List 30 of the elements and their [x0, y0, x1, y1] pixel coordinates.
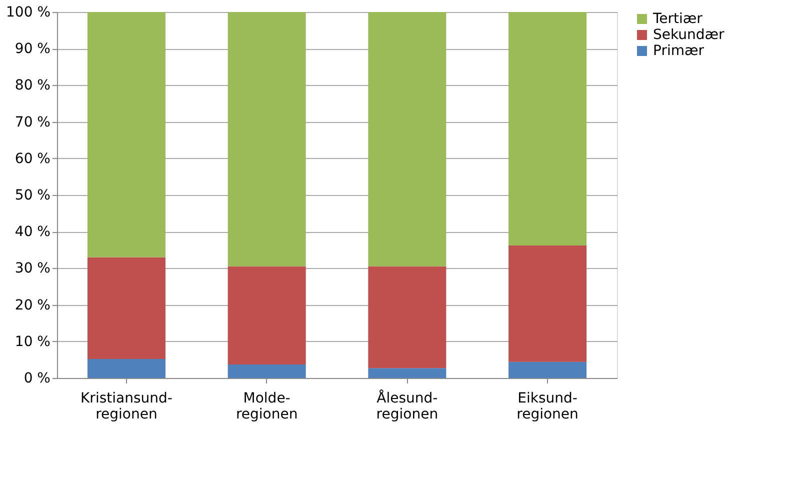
bar [508, 362, 587, 378]
y-tick-label: 30 % [14, 260, 50, 277]
bar [87, 12, 166, 258]
y-tick-label: 20 % [14, 297, 50, 314]
x-tick-label: Molde-regionen [236, 390, 298, 422]
x-tick-label: Eiksund-regionen [516, 390, 578, 422]
y-tick-label: 60 % [14, 150, 50, 167]
x-tick-label: Ålesund-regionen [376, 390, 438, 422]
bar [87, 257, 166, 359]
x-tick-label: Kristiansund-regionen [80, 390, 172, 422]
y-tick-label: 100 % [6, 4, 50, 20]
bar [368, 266, 446, 368]
bar [87, 358, 166, 378]
y-tick-label: 10 % [14, 334, 50, 350]
y-tick-label: 0 % [24, 370, 50, 386]
y-tick-label: 70 % [14, 114, 50, 130]
legend-label: Primær [653, 43, 704, 59]
legend-label: Sekundær [653, 27, 725, 43]
legend-label: Tertiær [652, 11, 703, 27]
y-tick-label: 80 % [14, 78, 50, 94]
bar [508, 12, 587, 246]
bar [228, 364, 306, 378]
bar [228, 266, 306, 364]
bar [508, 246, 587, 362]
y-tick-label: 40 % [14, 224, 50, 240]
bar [368, 12, 446, 266]
y-tick-label: 50 % [14, 188, 50, 204]
y-tick-label: 90 % [14, 41, 50, 58]
bar [368, 368, 446, 378]
bar [228, 12, 306, 266]
